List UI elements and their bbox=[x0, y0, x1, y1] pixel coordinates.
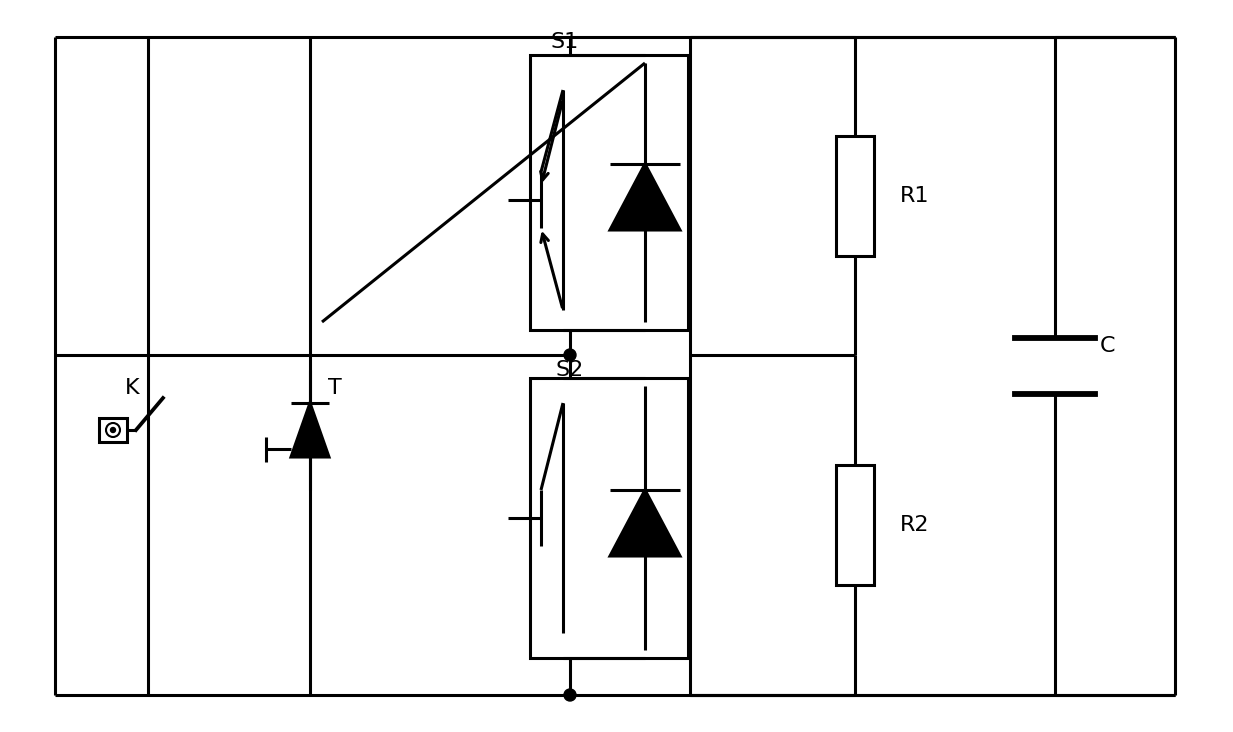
Text: R1: R1 bbox=[900, 186, 930, 206]
Bar bbox=[530, 55, 688, 330]
Text: R2: R2 bbox=[900, 515, 930, 535]
Text: K: K bbox=[125, 378, 139, 398]
Text: C: C bbox=[1100, 336, 1116, 356]
Polygon shape bbox=[610, 490, 681, 556]
Bar bbox=[530, 378, 688, 658]
Text: S1: S1 bbox=[551, 32, 580, 52]
Circle shape bbox=[111, 427, 116, 433]
Circle shape bbox=[563, 689, 576, 701]
Bar bbox=[836, 465, 874, 585]
Text: S2: S2 bbox=[556, 360, 584, 380]
Polygon shape bbox=[610, 164, 681, 230]
Polygon shape bbox=[291, 403, 329, 457]
Bar bbox=[99, 418, 127, 442]
Bar bbox=[836, 136, 874, 256]
Text: T: T bbox=[328, 378, 342, 398]
Circle shape bbox=[563, 349, 576, 361]
